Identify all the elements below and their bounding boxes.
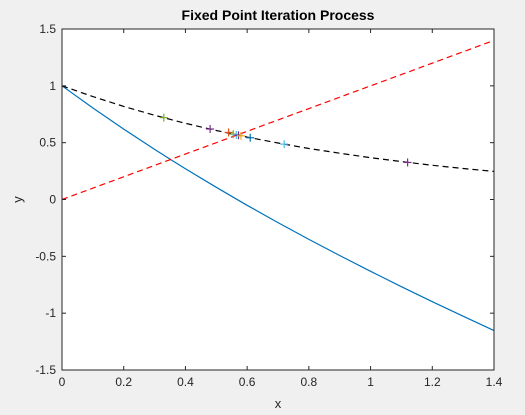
iterate-markers	[159, 113, 412, 167]
y-tick-label: -1.5	[35, 363, 56, 377]
x-tick-label: 0.4	[177, 375, 194, 389]
x-axis-label: x	[275, 396, 282, 411]
series-line-2	[61, 85, 495, 172]
iterate-marker-1	[159, 113, 168, 122]
x-tick-label: 1.2	[424, 375, 441, 389]
series-line-3	[61, 39, 495, 201]
iterate-marker-10	[403, 158, 412, 167]
x-tick-label: 1	[367, 375, 374, 389]
iterate-marker-7	[236, 131, 245, 140]
y-tick-label: -1	[45, 306, 56, 320]
iterate-marker-8	[246, 133, 255, 142]
chart-title: Fixed Point Iteration Process	[182, 7, 375, 23]
iterate-marker-3	[224, 128, 233, 137]
x-tick-label: 1.4	[486, 375, 503, 389]
x-tick-label: 0.6	[239, 375, 256, 389]
y-tick-label: 1	[49, 79, 56, 93]
y-tick-label: 0	[49, 193, 56, 207]
series-layer	[61, 39, 495, 332]
iterate-marker-9	[280, 140, 289, 149]
iterate-marker-2	[206, 125, 215, 134]
y-tick-label: 0.5	[39, 136, 56, 150]
series-line-1	[61, 85, 495, 332]
ticks: 0 0.2 0.4 0.6 0.8 1 1.2 1.4 -1.5 -1 -0.5 0 0.5 1 1.5	[35, 22, 502, 389]
x-tick-label: 0	[59, 375, 66, 389]
x-tick-label: 0.8	[301, 375, 318, 389]
x-tick-label: 0.2	[115, 375, 132, 389]
y-tick-label: 1.5	[39, 22, 56, 36]
y-axis-label: y	[10, 196, 25, 203]
y-tick-label: -0.5	[35, 249, 56, 263]
plot-area	[62, 29, 494, 370]
